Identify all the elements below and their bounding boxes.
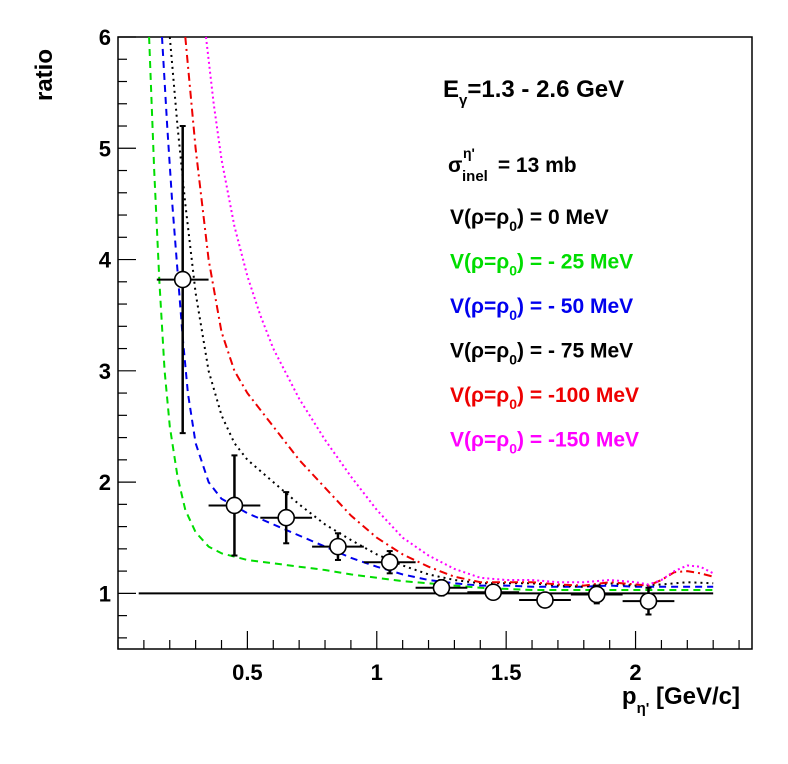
data-point	[622, 586, 675, 616]
data-points-layer	[156, 125, 675, 616]
data-point	[415, 578, 468, 597]
legend-sub: 0	[509, 396, 517, 412]
data-point	[156, 125, 209, 435]
plot-border	[117, 36, 753, 650]
legend-text: V(ρ=ρ	[450, 251, 509, 274]
data-point	[260, 491, 313, 545]
legend-text: V(ρ=ρ	[450, 206, 509, 229]
data-point	[208, 454, 261, 557]
x-tick-label: 1.5	[491, 660, 522, 685]
data-point	[312, 532, 364, 561]
sigma-sub: inel	[462, 168, 488, 185]
data-marker	[173, 270, 192, 289]
legend-entry: V(ρ=ρ0) = - 75 MeV	[450, 340, 633, 368]
plot-frame	[117, 36, 753, 650]
x-axis-title-sub: η'	[637, 700, 650, 717]
x-axis-title-rest: [GeV/c]	[649, 683, 740, 710]
x-tick-label: 1	[371, 660, 383, 685]
data-marker	[484, 583, 503, 602]
legend-text: V(ρ=ρ	[450, 340, 509, 363]
legend-text: V(ρ=ρ	[450, 429, 509, 452]
legend-entry: V(ρ=ρ0) = -150 MeV	[450, 429, 639, 457]
legend-text: ) = 0 MeV	[517, 206, 609, 229]
x-axis-title-main: p	[622, 683, 637, 710]
energy-rest: =1.3 - 2.6 GeV	[467, 76, 624, 103]
axis-labels-layer: 0.5 1 1.5 2 1 2 3 4 5 6	[99, 25, 642, 685]
legend-text: V(ρ=ρ	[450, 384, 509, 407]
y-tick-label: 5	[99, 136, 111, 161]
data-point	[467, 583, 520, 602]
data-marker	[329, 537, 347, 556]
legend-text: ) = - 75 MeV	[517, 340, 633, 363]
legend-entry: V(ρ=ρ0) = -100 MeV	[450, 384, 639, 412]
y-tick-label: 1	[99, 581, 111, 606]
legend-sub: 0	[509, 352, 517, 368]
y-axis-title: ratio	[31, 49, 58, 101]
legend-entry: V(ρ=ρ0) = - 50 MeV	[450, 295, 633, 323]
legend-sub: 0	[509, 218, 517, 234]
curves-layer	[148, 36, 714, 591]
sigma-main: σ	[448, 154, 462, 177]
legend-text: V(ρ=ρ	[450, 295, 509, 318]
data-marker	[587, 585, 606, 604]
x-axis-title: pη' [GeV/c]	[622, 683, 740, 717]
energy-annotation: Eγ=1.3 - 2.6 GeV	[443, 76, 624, 109]
sigma-rest: = 13 mb	[492, 154, 577, 177]
x-tick-label: 0.5	[232, 660, 263, 685]
series-line-0	[148, 36, 714, 591]
data-point	[519, 591, 571, 609]
legend-entry: V(ρ=ρ0) = - 25 MeV	[450, 251, 633, 279]
legend-sub: 0	[509, 441, 517, 457]
energy-main: E	[443, 76, 459, 103]
legend-sub: 0	[509, 263, 517, 279]
y-tick-label: 4	[99, 248, 112, 273]
data-marker	[277, 508, 296, 527]
sigma-sup: η'	[463, 145, 475, 161]
energy-sub: γ	[459, 92, 468, 109]
legend-sub: 0	[509, 307, 517, 323]
legend-text: ) = - 50 MeV	[517, 295, 633, 318]
legend-entry: V(ρ=ρ0) = 0 MeV	[450, 206, 609, 234]
data-marker	[225, 496, 244, 515]
legend-text: ) = -100 MeV	[517, 384, 639, 407]
data-marker	[536, 591, 554, 609]
data-point	[570, 584, 623, 605]
data-marker	[639, 592, 658, 610]
sigma-annotation: σ	[448, 154, 462, 177]
series-line-2	[168, 36, 714, 588]
data-point	[363, 550, 416, 575]
y-tick-label: 6	[99, 25, 111, 50]
legend-text: ) = -150 MeV	[517, 429, 639, 452]
y-tick-label: 2	[99, 470, 111, 495]
y-tick-label: 3	[99, 359, 111, 384]
data-marker	[432, 578, 451, 597]
x-tick-label: 2	[629, 660, 641, 685]
legend-text: ) = - 25 MeV	[517, 251, 633, 274]
series-line-4	[205, 36, 714, 586]
axis-ticks	[117, 36, 740, 649]
data-marker	[380, 553, 399, 572]
